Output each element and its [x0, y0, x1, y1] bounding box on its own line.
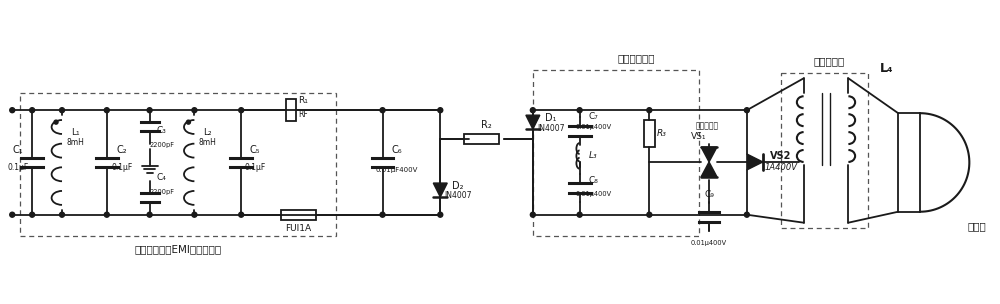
- Text: C₁: C₁: [13, 145, 24, 155]
- Text: L₃: L₃: [588, 151, 597, 161]
- Circle shape: [10, 212, 15, 217]
- Bar: [281, 210, 316, 220]
- Circle shape: [10, 108, 15, 113]
- Polygon shape: [526, 115, 540, 129]
- Bar: [781, 73, 868, 228]
- Bar: [533, 70, 699, 236]
- Circle shape: [30, 212, 35, 217]
- Text: 8mH: 8mH: [66, 137, 84, 147]
- Text: C₈: C₈: [589, 176, 599, 185]
- Text: 0.1μF: 0.1μF: [111, 164, 132, 172]
- Text: 2200pF: 2200pF: [149, 189, 174, 195]
- Text: IN4007: IN4007: [537, 124, 565, 133]
- Text: VS2: VS2: [770, 151, 791, 161]
- Text: D₁: D₁: [545, 113, 557, 123]
- Text: 隔离变压器: 隔离变压器: [814, 57, 845, 66]
- Text: C₆: C₆: [391, 145, 402, 155]
- Circle shape: [186, 120, 190, 124]
- Circle shape: [54, 120, 58, 124]
- Text: R₂: R₂: [481, 120, 492, 130]
- Circle shape: [530, 212, 535, 217]
- Circle shape: [577, 108, 582, 113]
- Text: C₂: C₂: [116, 145, 127, 155]
- Text: 0.1μF: 0.1μF: [244, 164, 266, 172]
- Text: C₄: C₄: [157, 173, 166, 182]
- Circle shape: [744, 108, 749, 113]
- Text: IN4007: IN4007: [444, 192, 472, 201]
- Circle shape: [239, 108, 244, 113]
- Polygon shape: [747, 154, 763, 170]
- Bar: [286, 99, 296, 121]
- Circle shape: [380, 108, 385, 113]
- Polygon shape: [701, 147, 717, 162]
- Text: R₁: R₁: [298, 96, 308, 105]
- Circle shape: [647, 212, 652, 217]
- Bar: [20, 93, 336, 236]
- Text: 0.01μ400V: 0.01μ400V: [576, 191, 612, 197]
- Text: 阻尼电阻电路: 阻尼电阻电路: [617, 54, 655, 64]
- Text: L₄: L₄: [879, 62, 893, 75]
- Text: 0.1μF: 0.1μF: [8, 164, 29, 172]
- Circle shape: [192, 108, 197, 113]
- Text: R₃: R₃: [656, 129, 666, 138]
- Bar: [464, 134, 499, 143]
- Circle shape: [239, 212, 244, 217]
- Text: 双向二极管: 双向二极管: [695, 122, 719, 131]
- Text: L₁: L₁: [71, 128, 79, 136]
- Circle shape: [530, 108, 535, 113]
- Bar: [898, 113, 920, 212]
- Text: C₃: C₃: [157, 126, 166, 135]
- Text: 发热管: 发热管: [968, 222, 987, 232]
- Text: L₂: L₂: [203, 128, 212, 136]
- Text: 8mH: 8mH: [198, 137, 216, 147]
- Circle shape: [744, 212, 749, 217]
- Text: 0.01μ400V: 0.01μ400V: [691, 240, 727, 246]
- Circle shape: [60, 212, 64, 217]
- Text: RF: RF: [298, 110, 308, 119]
- Circle shape: [104, 212, 109, 217]
- Text: 1A400V: 1A400V: [764, 164, 797, 172]
- Text: 两级级复合式EMI滤波器电路: 两级级复合式EMI滤波器电路: [134, 244, 222, 254]
- Circle shape: [577, 212, 582, 217]
- Circle shape: [438, 108, 443, 113]
- Bar: [644, 120, 655, 147]
- Circle shape: [438, 212, 443, 217]
- Circle shape: [104, 108, 109, 113]
- Circle shape: [147, 108, 152, 113]
- Text: C₇: C₇: [589, 112, 599, 122]
- Circle shape: [30, 108, 35, 113]
- Text: D₂: D₂: [452, 181, 464, 191]
- Circle shape: [380, 212, 385, 217]
- Text: VS₁: VS₁: [691, 132, 707, 140]
- Text: C₅: C₅: [250, 145, 260, 155]
- Text: 0.01μF400V: 0.01μF400V: [375, 167, 418, 173]
- Polygon shape: [433, 183, 447, 197]
- Text: FUI1A: FUI1A: [285, 224, 311, 233]
- Circle shape: [147, 212, 152, 217]
- Text: 0.01μ400V: 0.01μ400V: [576, 124, 612, 130]
- Circle shape: [192, 212, 197, 217]
- Text: 2200pF: 2200pF: [149, 142, 174, 148]
- Circle shape: [60, 108, 64, 113]
- Circle shape: [647, 108, 652, 113]
- Polygon shape: [701, 162, 717, 177]
- Text: C₉: C₉: [704, 190, 714, 199]
